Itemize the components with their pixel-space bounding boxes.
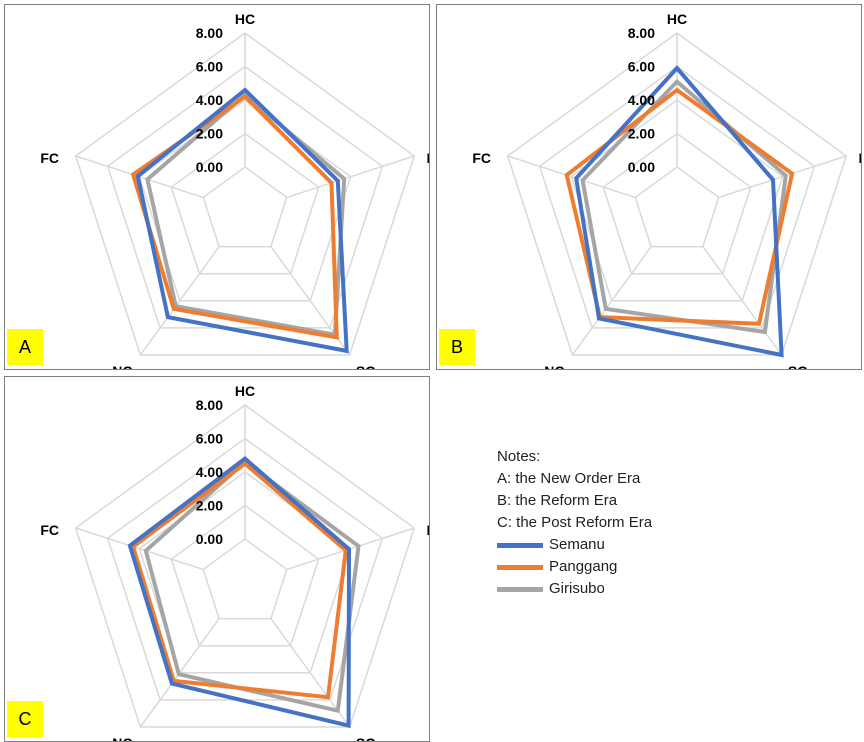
series-girisubo xyxy=(580,78,788,335)
axis-label-pc: PC xyxy=(427,150,429,166)
axis-label-hc: HC xyxy=(235,383,255,399)
series-panggang xyxy=(130,94,339,340)
series-semanu xyxy=(574,65,784,358)
radar-panel-c: 0.00 2.00 4.00 6.00 8.00 HC PC SC NC FC C xyxy=(4,376,430,742)
tick-label: 2.00 xyxy=(196,498,223,514)
series-panggang xyxy=(130,461,348,700)
tick-label: 8.00 xyxy=(628,25,655,41)
radar-panel-b: 0.00 2.00 4.00 6.00 8.00 HC PC SC NC FC B xyxy=(436,4,862,370)
notes-legend: Notes: A: the New Order Era B: the Refor… xyxy=(497,446,652,600)
grid-ring xyxy=(170,132,320,275)
axis-spoke xyxy=(286,155,415,199)
axis-label-fc: FC xyxy=(40,522,59,538)
radar-chart-c: 0.00 2.00 4.00 6.00 8.00 HC PC SC NC FC xyxy=(40,383,429,741)
tick-label: 6.00 xyxy=(628,59,655,75)
axis-spoke xyxy=(702,246,783,356)
series-semanu xyxy=(127,456,352,729)
grid-ring xyxy=(506,32,848,356)
radar-chart-b: 0.00 2.00 4.00 6.00 8.00 HC PC SC NC FC xyxy=(472,11,861,369)
tick-label: 6.00 xyxy=(196,431,223,447)
axis-label-hc: HC xyxy=(667,11,687,27)
legend-label-girisubo: Girisubo xyxy=(549,580,605,597)
notes-title: Notes: xyxy=(497,448,541,465)
axis-label-fc: FC xyxy=(40,150,59,166)
panel-label-b: B xyxy=(439,329,475,365)
legend-swatch-semanu xyxy=(497,542,543,548)
grid-ring xyxy=(202,538,288,620)
grid-ring xyxy=(202,166,288,248)
panel-label-c: C xyxy=(7,701,43,737)
legend-label-panggang: Panggang xyxy=(549,558,618,575)
axis-label-pc: PC xyxy=(427,522,429,538)
tick-label: 0.00 xyxy=(196,159,223,175)
tick-label: 6.00 xyxy=(196,59,223,75)
series-girisubo xyxy=(145,92,347,338)
axis-label-sc: SC xyxy=(356,363,375,369)
panel-label-a: A xyxy=(7,329,43,365)
tick-label: 4.00 xyxy=(196,92,223,108)
legend-label-semanu: Semanu xyxy=(549,536,605,553)
axis-label-sc: SC xyxy=(788,363,807,369)
note-line-c: C: the Post Reform Era xyxy=(497,514,653,531)
axis-label-nc: NC xyxy=(112,735,132,741)
grid-ring xyxy=(634,166,720,248)
series-panggang xyxy=(564,87,795,326)
tick-label: 8.00 xyxy=(196,25,223,41)
legend-swatch-girisubo xyxy=(497,586,543,592)
tick-label: 4.00 xyxy=(196,464,223,480)
legend-item-panggang: Panggang xyxy=(497,556,652,578)
axis-label-pc: PC xyxy=(859,150,861,166)
grid-ring xyxy=(602,132,752,275)
axis-label-nc: NC xyxy=(544,363,564,369)
note-line-a: A: the New Order Era xyxy=(497,470,641,487)
axis-spoke xyxy=(75,527,204,571)
tick-label: 0.00 xyxy=(196,531,223,547)
radar-panel-a: 0.00 2.00 4.00 6.00 8.00 HC PC SC NC FC A xyxy=(4,4,430,370)
grid-ring xyxy=(106,65,384,329)
tick-label: 2.00 xyxy=(196,126,223,142)
tick-label: 2.00 xyxy=(628,126,655,142)
radar-chart-a: 0.00 2.00 4.00 6.00 8.00 HC PC SC NC FC xyxy=(40,11,429,369)
grid-ring xyxy=(74,32,416,356)
grid-ring xyxy=(538,65,816,329)
axis-spoke xyxy=(139,246,220,356)
axis-label-nc: NC xyxy=(112,363,132,369)
tick-label: 8.00 xyxy=(196,397,223,413)
axis-label-fc: FC xyxy=(472,150,491,166)
axis-label-sc: SC xyxy=(356,735,375,741)
grid-ring xyxy=(170,504,320,647)
grid-ring xyxy=(74,404,416,728)
tick-label: 4.00 xyxy=(628,92,655,108)
axis-spoke xyxy=(571,246,652,356)
legend-swatch-panggang xyxy=(497,564,543,570)
grid-ring xyxy=(138,99,352,302)
axis-spoke xyxy=(507,155,636,199)
legend-item-girisubo: Girisubo xyxy=(497,578,652,600)
axis-label-hc: HC xyxy=(235,11,255,27)
legend-item-semanu: Semanu xyxy=(497,534,652,556)
note-line-b: B: the Reform Era xyxy=(497,492,618,509)
series-girisubo xyxy=(143,459,361,714)
axis-spoke xyxy=(718,155,847,199)
tick-label: 0.00 xyxy=(628,159,655,175)
series-semanu xyxy=(135,87,349,354)
